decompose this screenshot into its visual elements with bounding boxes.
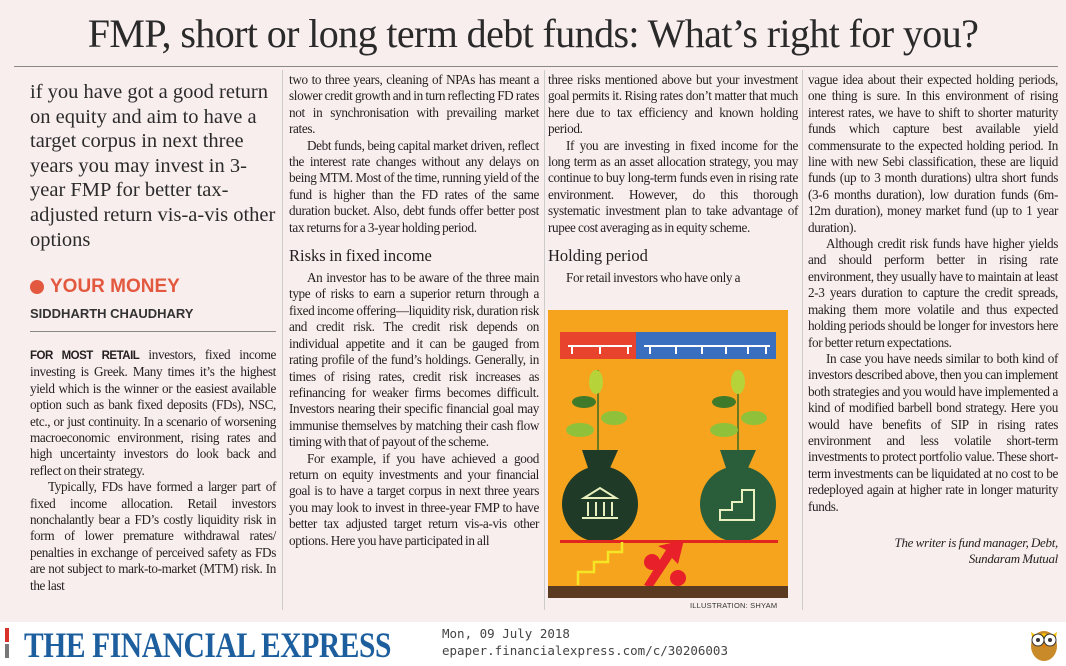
paragraph: two to three years, cleaning of NPAs has… <box>289 72 539 137</box>
standfirst: if you have got a good return on equity … <box>30 81 276 251</box>
writer-note: The writer is fund manager, Debt, Sundara… <box>808 534 1059 567</box>
edition-date: Mon, 09 July 2018 <box>442 626 570 641</box>
money-bag-growth-icon <box>700 450 776 542</box>
paragraph: An investor has to be aware of the three… <box>289 270 539 450</box>
seesaw-beam <box>560 540 778 543</box>
plant-left-icon <box>566 370 627 450</box>
column-4: vague idea about their expected holding … <box>808 72 1058 567</box>
column-2: two to three years, cleaning of NPAs has… <box>289 72 539 549</box>
headline: FMP, short or long term debt funds: What… <box>87 11 979 56</box>
paragraph: Although credit risk funds have higher y… <box>808 236 1058 350</box>
author: SIDDHARTH CHAUDHARY <box>30 306 276 332</box>
paragraph: In case you have needs similar to both k… <box>808 350 1058 514</box>
article-page: FMP, short or long term debt funds: What… <box>0 0 1066 623</box>
paragraph: Typically, FDs have formed a larger part… <box>30 479 276 593</box>
newspaper-logo[interactable]: THE FINANCIAL EXPRESS <box>24 625 392 665</box>
paragraph-text: investors, fixed income investing is Gre… <box>30 347 277 478</box>
paragraph: For retail investors who have only a <box>566 270 741 286</box>
epaper-link[interactable]: epaper.financialexpress.com/c/30206003 <box>442 643 728 658</box>
owl-mascot-icon <box>1031 631 1057 661</box>
bullet-icon <box>30 280 44 294</box>
illustration-credit: ILLUSTRATION: SHYAM <box>690 601 778 610</box>
section-name: YOUR MONEY <box>50 276 180 297</box>
rising-percent-icon <box>644 540 686 588</box>
logo-mark-icon <box>5 628 9 658</box>
column-3: three risks mentioned above but your inv… <box>548 72 798 286</box>
paragraph: Debt funds, being capital market driven,… <box>289 137 539 235</box>
paragraph: For example, if you have achieved a good… <box>289 450 539 548</box>
subheading: Risks in fixed income <box>289 246 432 266</box>
column-divider <box>802 70 803 610</box>
section-label: YOUR MONEY <box>30 276 180 298</box>
writer-org: Sundaram Mutual <box>968 550 1059 566</box>
illustration <box>548 310 788 598</box>
paragraph: vague idea about their expected holding … <box>808 72 1058 235</box>
writer-role: The writer is fund manager, Debt, <box>894 534 1059 550</box>
subheading: Holding period <box>548 246 648 266</box>
lead-in: FOR MOST RETAIL <box>30 350 140 362</box>
column-divider <box>282 70 283 610</box>
plant-right-icon <box>710 370 767 450</box>
column-divider <box>544 70 545 610</box>
divider <box>14 66 1058 67</box>
stairs-icon <box>576 542 624 585</box>
column-1: FOR MOST RETAIL investors, fixed income … <box>30 347 276 594</box>
timeline-ticks <box>568 345 770 354</box>
paragraph: If you are investing in fixed income for… <box>548 137 798 235</box>
money-bag-bank-icon <box>562 450 638 542</box>
footer <box>0 622 1066 663</box>
paragraph: FOR MOST RETAIL investors, fixed income … <box>30 347 276 479</box>
ground <box>548 586 788 598</box>
paragraph: three risks mentioned above but your inv… <box>548 72 798 137</box>
